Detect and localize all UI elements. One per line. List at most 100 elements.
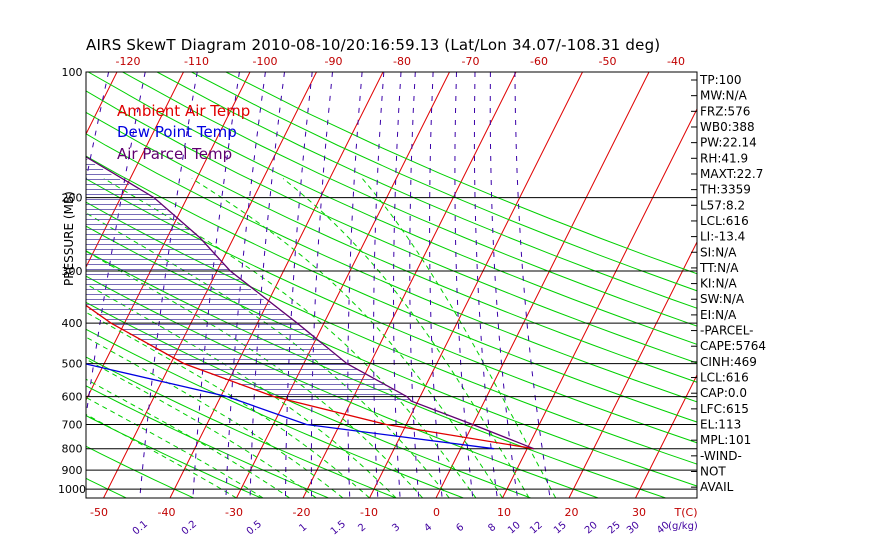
mixing-ratio-tick: 0.5 — [245, 519, 264, 538]
bottom-temp-tick: 10 — [497, 506, 511, 519]
top-temp-tick: -40 — [667, 55, 685, 68]
mixing-ratio-line — [373, 72, 385, 498]
annotation-text: RH:41.9 — [700, 151, 748, 165]
mixing-ratio-line — [225, 72, 266, 498]
annotation-text: CINH:469 — [700, 355, 757, 369]
mixing-ratio-tick: 3 — [390, 522, 402, 535]
bottom-temp-tick: -10 — [360, 506, 378, 519]
dry-adiabat-line — [86, 328, 464, 498]
dry-adiabat-line — [122, 72, 697, 327]
isotherm-line — [302, 72, 517, 498]
annotation-text: SW:N/A — [700, 292, 745, 306]
dry-adiabat-line — [86, 90, 697, 364]
mixing-ratio-tick: 8 — [486, 522, 498, 535]
moist-adiabat-line — [86, 336, 344, 498]
annotation-text: TT:N/A — [699, 261, 739, 275]
bottom-temp-tick: -50 — [90, 506, 108, 519]
parcel-temp-line — [86, 156, 535, 450]
pressure-tick-label: 600 — [62, 391, 83, 404]
pressure-tick-label: 300 — [62, 265, 83, 278]
bottom-temp-tick: 20 — [565, 506, 579, 519]
mixing-ratio-tick: 1 — [297, 522, 309, 535]
annotation-text: -WIND- — [700, 449, 742, 463]
chart-title: AIRS SkewT Diagram 2010-08-10/20:16:59.1… — [86, 36, 661, 54]
ambient-temp-line — [86, 304, 534, 450]
mixing-ratio-line — [285, 72, 313, 498]
annotation-text: NOT — [700, 465, 726, 479]
pressure-tick-label: 1000 — [58, 483, 86, 496]
bottom-temp-tick: -40 — [158, 506, 176, 519]
top-temp-tick: -110 — [184, 55, 209, 68]
top-temp-tick: -50 — [599, 55, 617, 68]
mixing-ratio-line — [392, 72, 402, 498]
mixing-ratio-line — [473, 72, 498, 498]
isotherm-line — [635, 373, 697, 498]
top-temp-tick: -80 — [393, 55, 411, 68]
annotation-text: TH:3359 — [699, 183, 751, 197]
bottom-temp-tick: -20 — [293, 506, 311, 519]
isotherm-line — [435, 72, 650, 498]
annotation-text: L57:8.2 — [700, 198, 745, 212]
moist-adiabat-line — [86, 413, 237, 498]
mixing-ratio-tick: 10 — [506, 520, 523, 537]
bottom-temp-tick: 30 — [632, 506, 646, 519]
dry-adiabat-line — [86, 301, 531, 498]
annotation-text: FRZ:576 — [700, 104, 750, 118]
moist-adiabat-line — [86, 283, 397, 498]
dry-adiabat-line — [86, 445, 194, 498]
dewpoint-line — [86, 363, 494, 450]
top-temp-tick: -100 — [253, 55, 278, 68]
dry-adiabat-line — [86, 250, 666, 498]
mixing-ratio-tick: 6 — [454, 522, 466, 535]
mixing-ratio-tick: 1.5 — [329, 519, 348, 538]
dry-adiabat-line — [86, 201, 697, 465]
mixing-ratio-tick: 4 — [422, 522, 434, 535]
bottom-temp-tick: -30 — [225, 506, 243, 519]
annotation-text: WB0:388 — [700, 120, 755, 134]
annotation-text: -PARCEL- — [700, 324, 754, 338]
dry-adiabat-line — [86, 133, 697, 403]
top-temp-tick: -70 — [462, 55, 480, 68]
dry-adiabat-line — [86, 155, 697, 423]
annotation-text: LI:-13.4 — [700, 230, 745, 244]
isotherm-line — [502, 107, 697, 498]
mixing-ratio-unit: (g/kg) — [668, 521, 698, 532]
top-temp-tick: -120 — [116, 55, 141, 68]
moist-adiabat-line — [86, 212, 450, 498]
dry-adiabat-line — [0, 72, 59, 498]
annotation-text: LCL:616 — [700, 371, 749, 385]
mixing-ratio-line — [249, 72, 285, 498]
annotation-text: MW:N/A — [700, 89, 748, 103]
mixing-ratio-line — [310, 72, 333, 498]
isotherm-line — [568, 240, 697, 498]
bottom-temp-tick: 0 — [433, 506, 440, 519]
annotation-text: SI:N/A — [700, 245, 737, 259]
dry-adiabat-line — [86, 178, 697, 444]
dry-adiabat-line — [86, 275, 599, 498]
mixing-ratio-tick: 12 — [528, 520, 545, 537]
moist-adiabat-line — [86, 378, 290, 498]
annotation-text: MAXT:22.7 — [700, 167, 763, 181]
moist-adiabat-line — [86, 250, 424, 498]
moist-adiabat-line — [191, 178, 503, 498]
pressure-tick-label: 700 — [62, 419, 83, 432]
mixing-ratio-line — [192, 72, 240, 498]
isotherm-line — [0, 72, 51, 498]
pressure-tick-label: 900 — [62, 464, 83, 477]
annotation-text: EL:113 — [700, 418, 741, 432]
mixing-ratio-tick: 20 — [583, 520, 600, 537]
annotation-text: KI:N/A — [700, 277, 737, 291]
legend-ambient: Ambient Air Temp — [117, 102, 251, 120]
pressure-tick-label: 100 — [62, 66, 83, 79]
dry-adiabat-line — [86, 356, 397, 498]
mixing-ratio-line — [489, 72, 519, 498]
mixing-ratio-line — [347, 72, 363, 498]
isotherm-line — [86, 72, 118, 136]
mixing-ratio-tick: 30 — [625, 520, 642, 537]
isotherm-line — [86, 72, 184, 269]
mixing-ratio-tick: 25 — [606, 520, 623, 537]
annotation-text: LFC:615 — [700, 402, 749, 416]
annotation-text: MPL:101 — [700, 433, 751, 447]
